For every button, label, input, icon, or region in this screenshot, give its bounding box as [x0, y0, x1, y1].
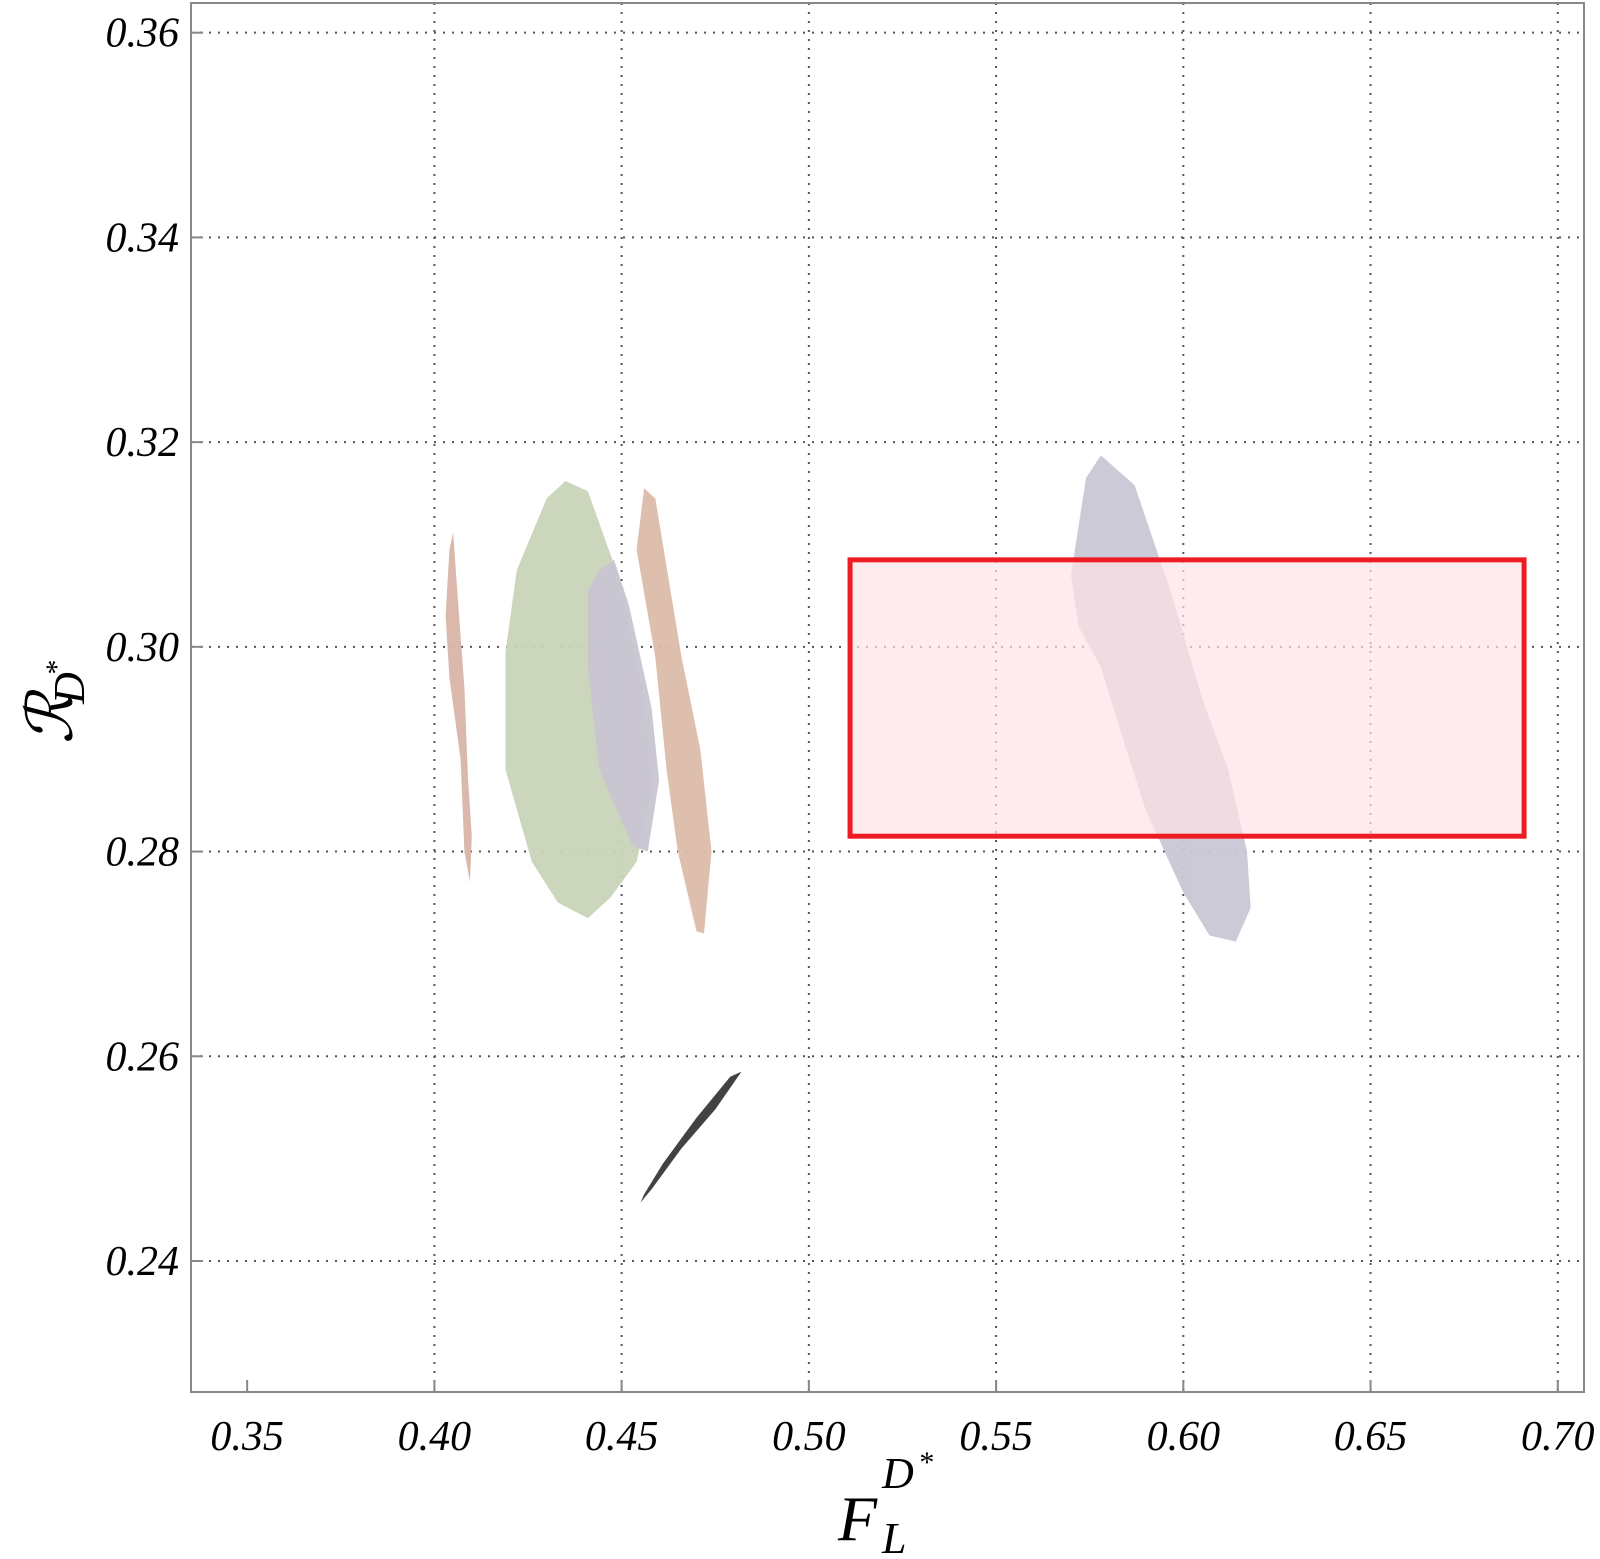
- plot-frame: [190, 2, 1585, 1393]
- y-tick-label: 0.30: [106, 625, 180, 671]
- x-axis-label-sub: L: [881, 1514, 906, 1559]
- y-tick-label: 0.26: [106, 1034, 180, 1080]
- x-axis-label-sup: D: [881, 1449, 914, 1498]
- y-tick-label: 0.34: [106, 215, 180, 261]
- y-axis-label: ℛ D *: [15, 661, 94, 744]
- x-tick-label: 0.45: [585, 1414, 659, 1460]
- x-tick-label: 0.60: [1147, 1414, 1221, 1460]
- measurement-box: [847, 557, 1527, 839]
- x-axis-label-sup-star: *: [918, 1446, 933, 1479]
- x-tick-label: 0.65: [1334, 1414, 1408, 1460]
- x-tick-label: 0.35: [210, 1414, 284, 1460]
- y-tick-label: 0.28: [106, 830, 180, 876]
- y-tick-label: 0.36: [106, 11, 180, 57]
- y-ticks: 0.24 0.26 0.28 0.30 0.32 0.34 0.36: [106, 11, 203, 1285]
- x-axis-label: F: [837, 1483, 878, 1554]
- y-axis-label-sub-star: *: [40, 661, 73, 676]
- brown-right-region: [636, 488, 712, 934]
- x-tick-label: 0.40: [398, 1414, 472, 1460]
- y-tick-label: 0.24: [106, 1239, 180, 1285]
- x-ticks: 0.35 0.40 0.45 0.50 0.55 0.60 0.65 0.70: [210, 1380, 1595, 1460]
- brown-left-thin-region: [445, 532, 472, 883]
- x-axis-label-base: F: [837, 1483, 878, 1554]
- purple-small-region: [587, 559, 660, 852]
- y-axis-label-base: ℛ: [15, 689, 86, 744]
- x-tick-label: 0.55: [959, 1414, 1033, 1460]
- y-axis-label-sub: D: [45, 672, 94, 705]
- x-tick-label: 0.70: [1521, 1414, 1595, 1460]
- x-tick-label: 0.50: [772, 1414, 846, 1460]
- black-ellipse-region: [640, 1071, 742, 1203]
- y-tick-label: 0.32: [106, 420, 180, 466]
- box-layer: [847, 557, 1527, 839]
